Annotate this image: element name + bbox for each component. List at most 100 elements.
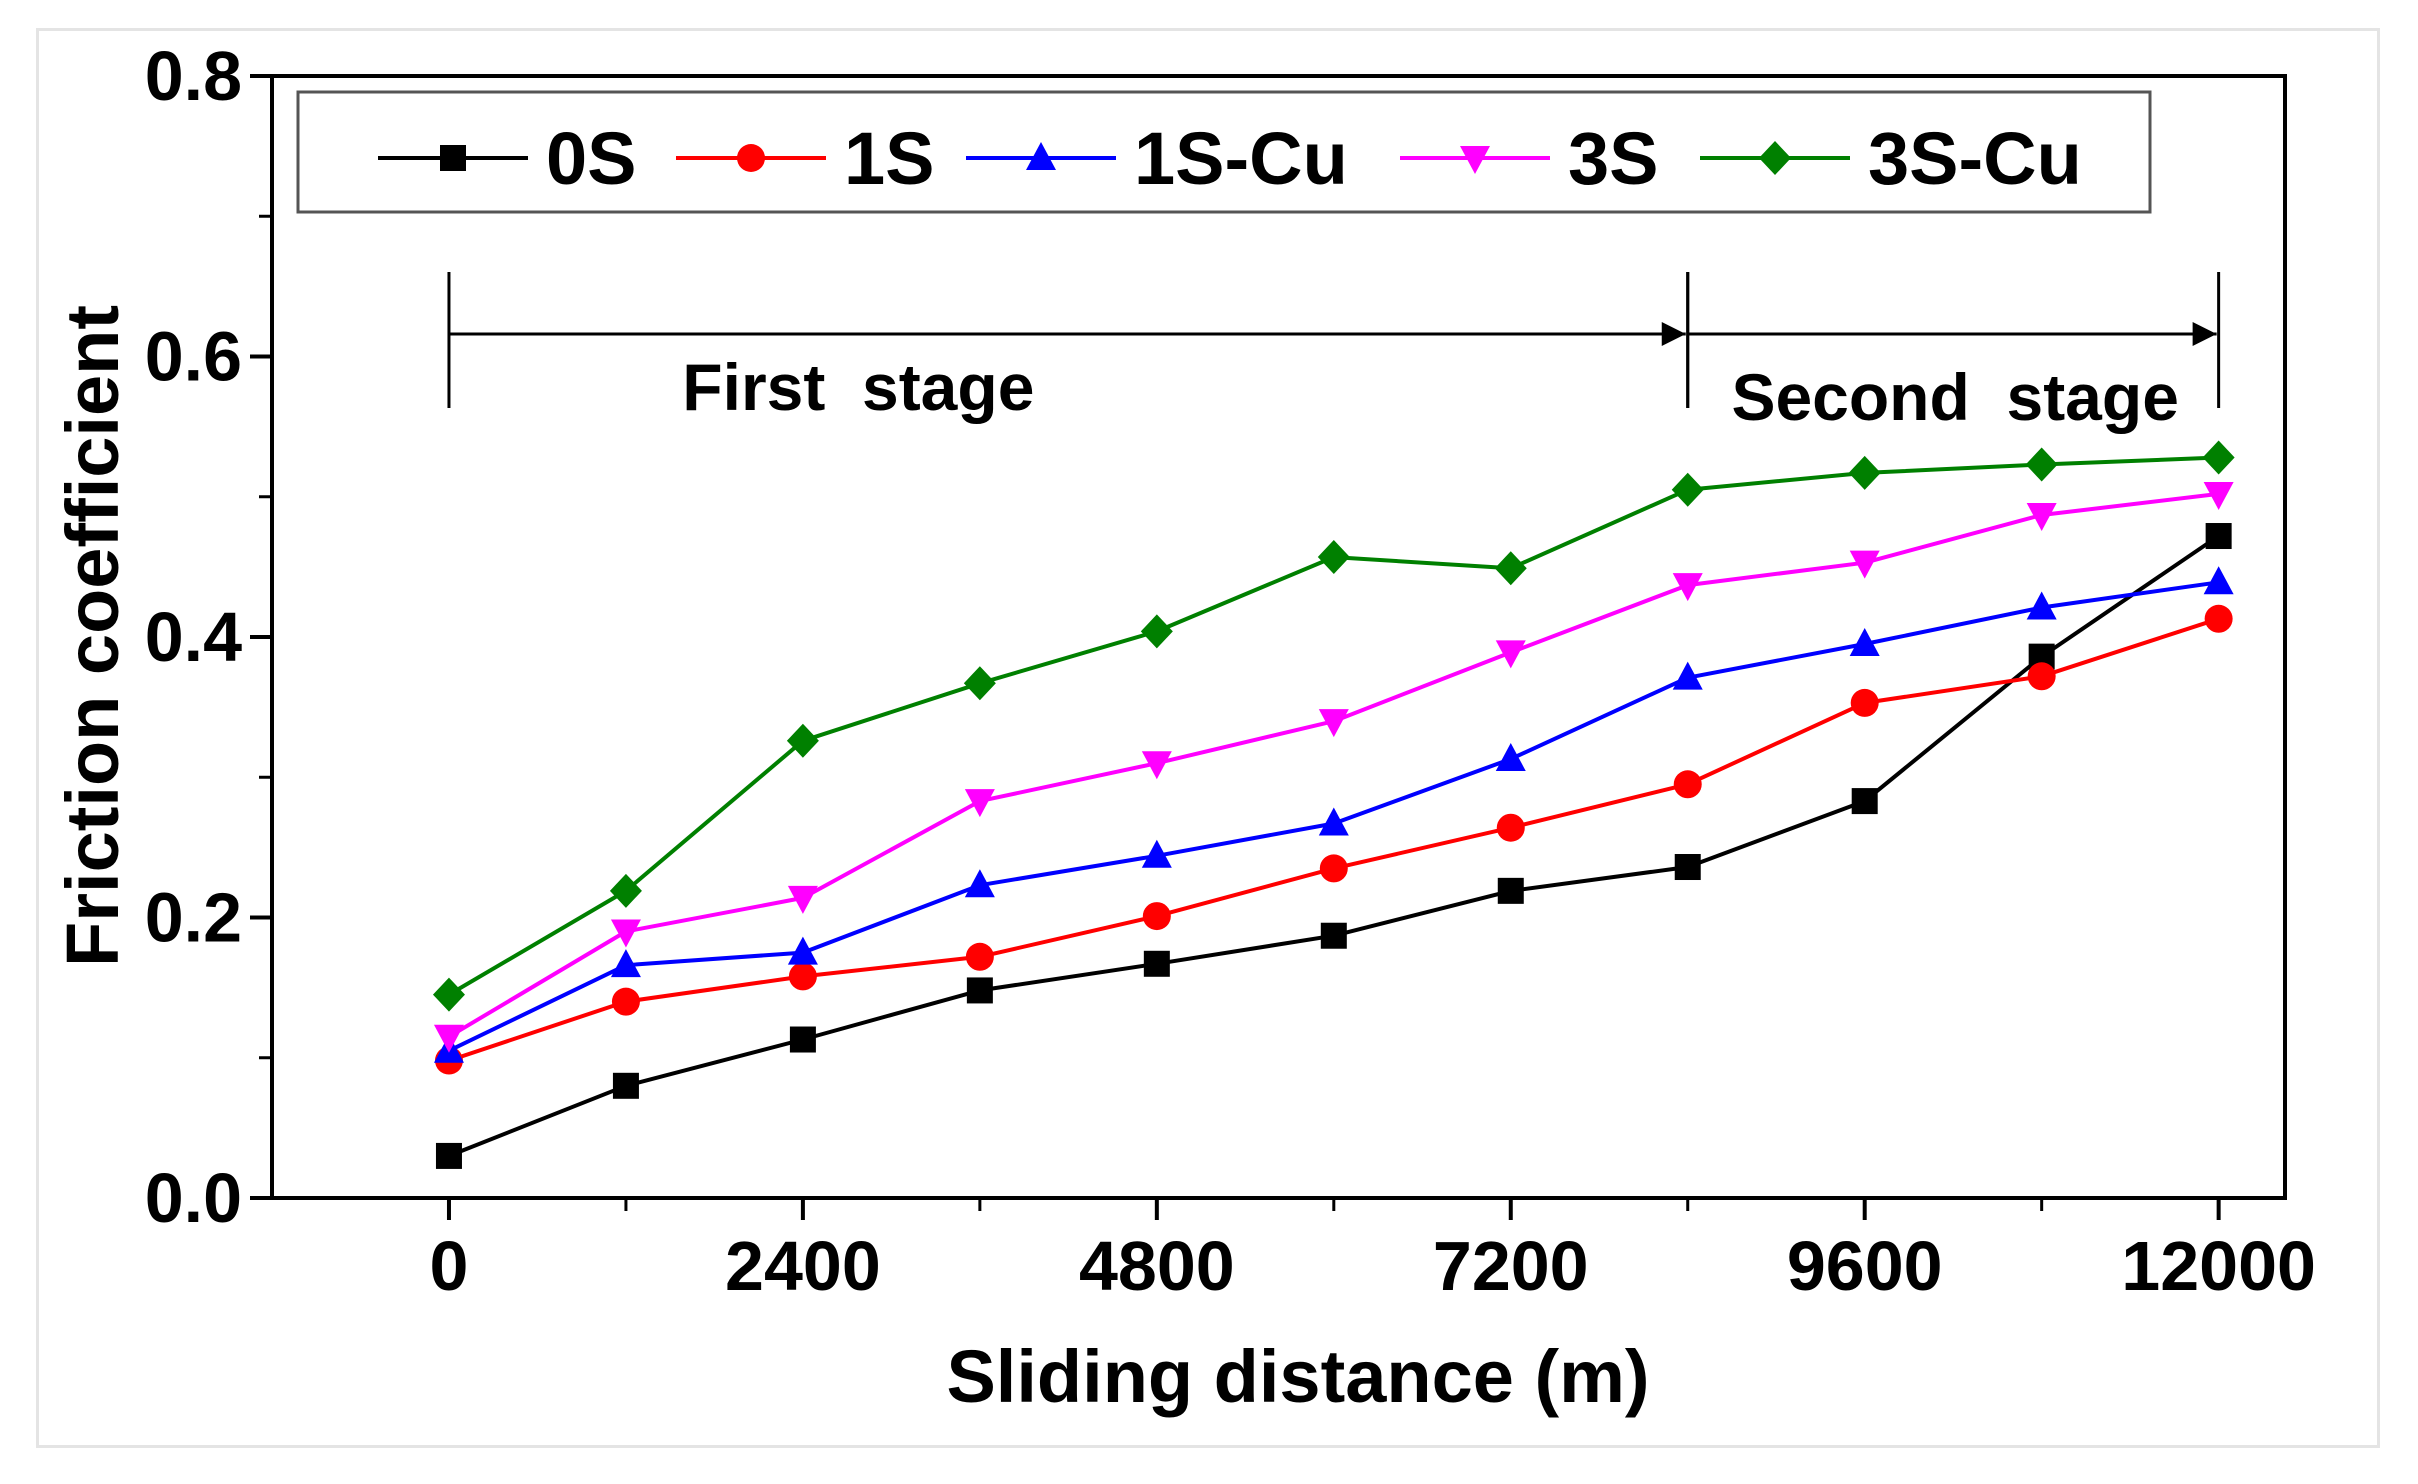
legend: 0S 1S 1S-Cu 3S 3S-Cu bbox=[296, 90, 2152, 214]
data-point-0s bbox=[2205, 523, 2232, 550]
data-point-0s bbox=[1320, 922, 1347, 949]
data-point-0s bbox=[1497, 877, 1524, 904]
data-point-3s-cu bbox=[1317, 540, 1350, 575]
data-point-3s bbox=[433, 1024, 464, 1053]
legend-marker-3s-cu bbox=[1759, 141, 1791, 175]
legend-label-1s-cu: 1S-Cu bbox=[1134, 117, 1348, 200]
x-axis-title: Sliding distance (m) bbox=[946, 1335, 1649, 1418]
data-point-1s-cu bbox=[1849, 628, 1880, 657]
data-point-3s bbox=[1849, 550, 1880, 579]
x-tick-label: 9600 bbox=[1787, 1227, 1943, 1305]
data-point-3s bbox=[787, 885, 818, 914]
legend-entry-1s: 1S bbox=[676, 117, 935, 200]
legend-entry-3s: 3S bbox=[1400, 117, 1659, 200]
x-tick-label: 2400 bbox=[725, 1227, 881, 1305]
legend-label-3s-cu: 3S-Cu bbox=[1868, 117, 2082, 200]
data-point-1s-cu bbox=[964, 869, 995, 898]
plot-frame bbox=[270, 74, 2287, 1200]
data-point-3s bbox=[1141, 751, 1172, 780]
data-point-3s bbox=[1318, 709, 1349, 738]
series-3s-cu bbox=[432, 440, 2235, 1012]
series-1s-cu bbox=[433, 566, 2234, 1063]
series-0s bbox=[435, 523, 2232, 1169]
data-point-1s-cu bbox=[1318, 807, 1349, 836]
x-tick-label: 7200 bbox=[1433, 1227, 1589, 1305]
legend-entry-3s-cu: 3S-Cu bbox=[1700, 117, 2082, 200]
x-tick-label: 0 bbox=[429, 1227, 468, 1305]
data-point-1s-cu bbox=[1141, 839, 1172, 868]
data-point-3s bbox=[1495, 640, 1526, 669]
data-point-0s bbox=[612, 1072, 639, 1099]
stage-annotation: Second stage bbox=[1686, 272, 2221, 434]
data-point-1s-cu bbox=[1672, 661, 1703, 690]
legend-entry-1s-cu: 1S-Cu bbox=[966, 117, 1348, 200]
data-point-3s bbox=[610, 919, 641, 948]
axes-layer: 0 2400 4800 7200 9600 12000 0.0 0.2 0.4 0.6 0.8 bbox=[145, 37, 2316, 1305]
data-point-0s bbox=[966, 977, 993, 1004]
data-point-0s bbox=[1674, 854, 1701, 881]
data-point-1s-cu bbox=[610, 949, 641, 978]
y-tick-label: 0.6 bbox=[145, 318, 242, 396]
legend-marker-3s bbox=[1460, 146, 1490, 174]
data-point-3s-cu bbox=[786, 723, 819, 758]
legend-label-3s: 3S bbox=[1568, 117, 1659, 200]
data-point-3s-cu bbox=[432, 977, 465, 1012]
y-tick-label: 0.2 bbox=[145, 879, 242, 957]
data-point-0s bbox=[1851, 788, 1878, 815]
stage-annotation: First stage bbox=[447, 272, 1690, 424]
data-point-1s bbox=[788, 962, 817, 991]
data-point-1s bbox=[1319, 854, 1348, 883]
data-point-1s bbox=[1496, 813, 1525, 842]
legend-marker-1s bbox=[737, 144, 765, 172]
data-point-0s bbox=[789, 1026, 816, 1053]
data-point-3s bbox=[2203, 481, 2234, 510]
data-point-1s-cu bbox=[1495, 743, 1526, 772]
series-line-0s bbox=[448, 534, 2220, 1158]
series-line-3s bbox=[447, 491, 2219, 1039]
series-layer bbox=[432, 440, 2235, 1169]
data-point-1s bbox=[1142, 902, 1171, 931]
y-tick-label: 0.0 bbox=[145, 1159, 242, 1237]
y-tick-label: 0.8 bbox=[145, 37, 242, 115]
y-axis-title: Friction coefficient bbox=[51, 305, 134, 967]
figure-frame bbox=[36, 28, 2380, 1448]
legend-marker-1s-cu bbox=[1026, 142, 1056, 170]
data-point-3s bbox=[1672, 573, 1703, 602]
data-point-3s-cu bbox=[963, 666, 996, 701]
data-point-1s-cu bbox=[2203, 566, 2234, 595]
data-point-1s-cu bbox=[787, 936, 818, 965]
stage-annotations: First stage Second stage bbox=[447, 272, 2221, 434]
data-point-1s bbox=[1850, 688, 1879, 717]
stage-label: First stage bbox=[682, 350, 1034, 424]
data-point-3s-cu bbox=[1671, 472, 1704, 507]
legend-label-0s: 0S bbox=[546, 117, 637, 200]
legend-label-1s: 1S bbox=[844, 117, 935, 200]
x-tick-label: 4800 bbox=[1079, 1227, 1235, 1305]
data-point-1s bbox=[611, 987, 640, 1016]
data-point-1s-cu bbox=[2026, 591, 2057, 620]
data-point-3s-cu bbox=[2025, 447, 2058, 482]
data-point-1s bbox=[965, 942, 994, 971]
data-point-1s bbox=[2027, 662, 2056, 691]
y-tick-label: 0.4 bbox=[145, 598, 242, 676]
legend-marker-0s bbox=[440, 145, 466, 171]
series-1s bbox=[434, 604, 2233, 1075]
data-point-3s-cu bbox=[1848, 455, 1881, 490]
legend-box bbox=[296, 90, 2152, 214]
data-point-3s-cu bbox=[609, 873, 642, 908]
legend-entry-0s: 0S bbox=[378, 117, 637, 200]
data-point-3s-cu bbox=[2202, 440, 2235, 475]
data-point-1s bbox=[1673, 770, 1702, 799]
data-point-3s-cu bbox=[1140, 614, 1173, 649]
x-tick-label: 12000 bbox=[2121, 1227, 2316, 1305]
data-point-3s-cu bbox=[1494, 551, 1527, 586]
data-point-3s bbox=[2026, 502, 2057, 531]
data-point-3s bbox=[964, 789, 995, 818]
stage-label: Second stage bbox=[1731, 360, 2178, 434]
data-point-0s bbox=[435, 1142, 462, 1169]
data-point-0s bbox=[1143, 950, 1170, 977]
series-line-1s bbox=[448, 616, 2220, 1063]
data-point-1s bbox=[2204, 604, 2233, 633]
series-3s bbox=[433, 481, 2234, 1053]
